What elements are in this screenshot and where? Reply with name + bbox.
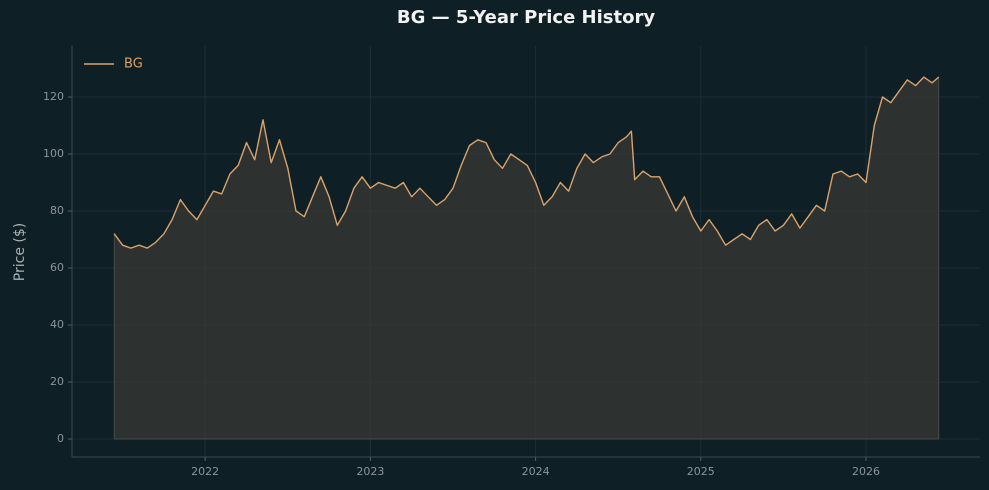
y-tick-label: 40 bbox=[50, 318, 64, 331]
x-tick-label: 2023 bbox=[356, 465, 384, 478]
y-tick-label: 100 bbox=[43, 147, 64, 160]
x-tick-label: 2025 bbox=[687, 465, 715, 478]
price-line bbox=[113, 76, 940, 249]
y-tick-label: 20 bbox=[50, 375, 64, 388]
x-tick-label: 2024 bbox=[522, 465, 550, 478]
x-tick-label: 2026 bbox=[852, 465, 880, 478]
x-tick-label: 2022 bbox=[191, 465, 219, 478]
y-tick-label: 120 bbox=[43, 90, 64, 103]
y-tick-label: 0 bbox=[57, 432, 64, 445]
y-tick-label: 80 bbox=[50, 204, 64, 217]
y-tick-label: 60 bbox=[50, 261, 64, 274]
chart-title: BG — 5-Year Price History bbox=[397, 7, 655, 28]
legend-label: BG bbox=[124, 57, 143, 72]
y-axis-label: Price ($) bbox=[12, 223, 28, 281]
